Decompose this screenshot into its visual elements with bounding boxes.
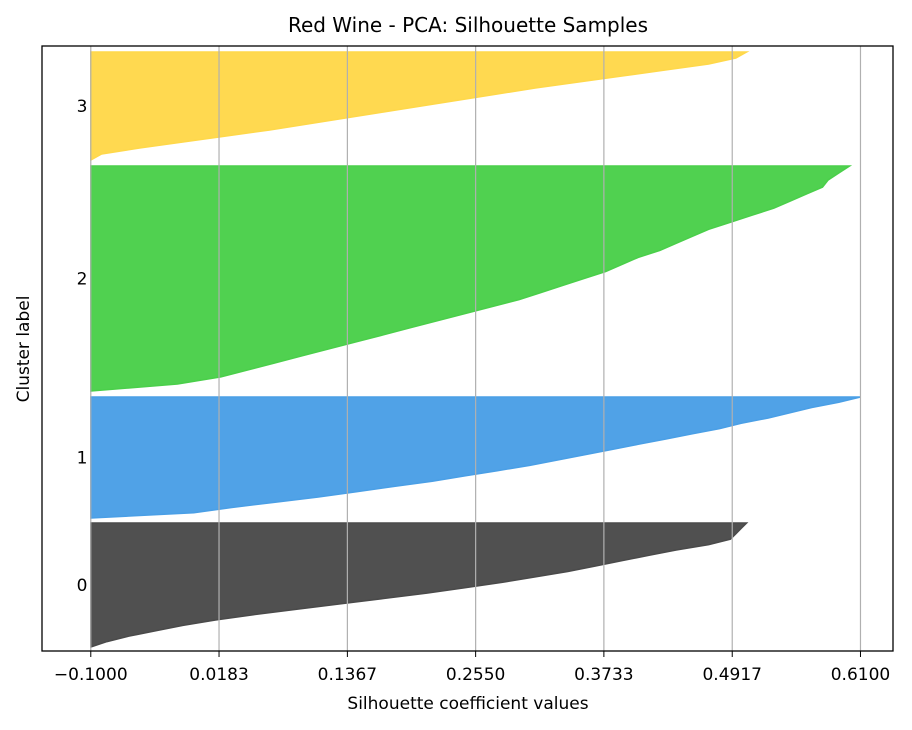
x-axis-label: Silhouette coefficient values	[347, 694, 588, 714]
y-axis-label: Cluster label	[14, 296, 34, 403]
cluster-label-2: 2	[77, 270, 88, 290]
cluster-label-1: 1	[77, 449, 88, 469]
silhouette-cluster-0	[90, 522, 749, 648]
plot-frame	[41, 45, 894, 652]
cluster-label-3: 3	[77, 97, 88, 117]
x-tick-label: 0.2550	[446, 665, 505, 685]
x-tick-label: 0.4917	[702, 665, 761, 685]
x-tick-label: 0.3733	[574, 665, 633, 685]
silhouette-cluster-2	[90, 165, 853, 392]
plot-area: 0 1 2 3 −0.1000 0.0183 0.1367 0.2550 0.3733 0.491…	[41, 45, 894, 685]
x-tick-label: −0.1000	[54, 665, 128, 685]
x-tick-label: 0.6100	[831, 665, 890, 685]
x-tick-label: 0.1367	[318, 665, 377, 685]
chart-title: Red Wine - PCA: Silhouette Samples	[288, 13, 648, 37]
x-tick-label: 0.0183	[189, 665, 248, 685]
cluster-label-0: 0	[77, 576, 88, 596]
silhouette-cluster-3	[90, 51, 750, 161]
